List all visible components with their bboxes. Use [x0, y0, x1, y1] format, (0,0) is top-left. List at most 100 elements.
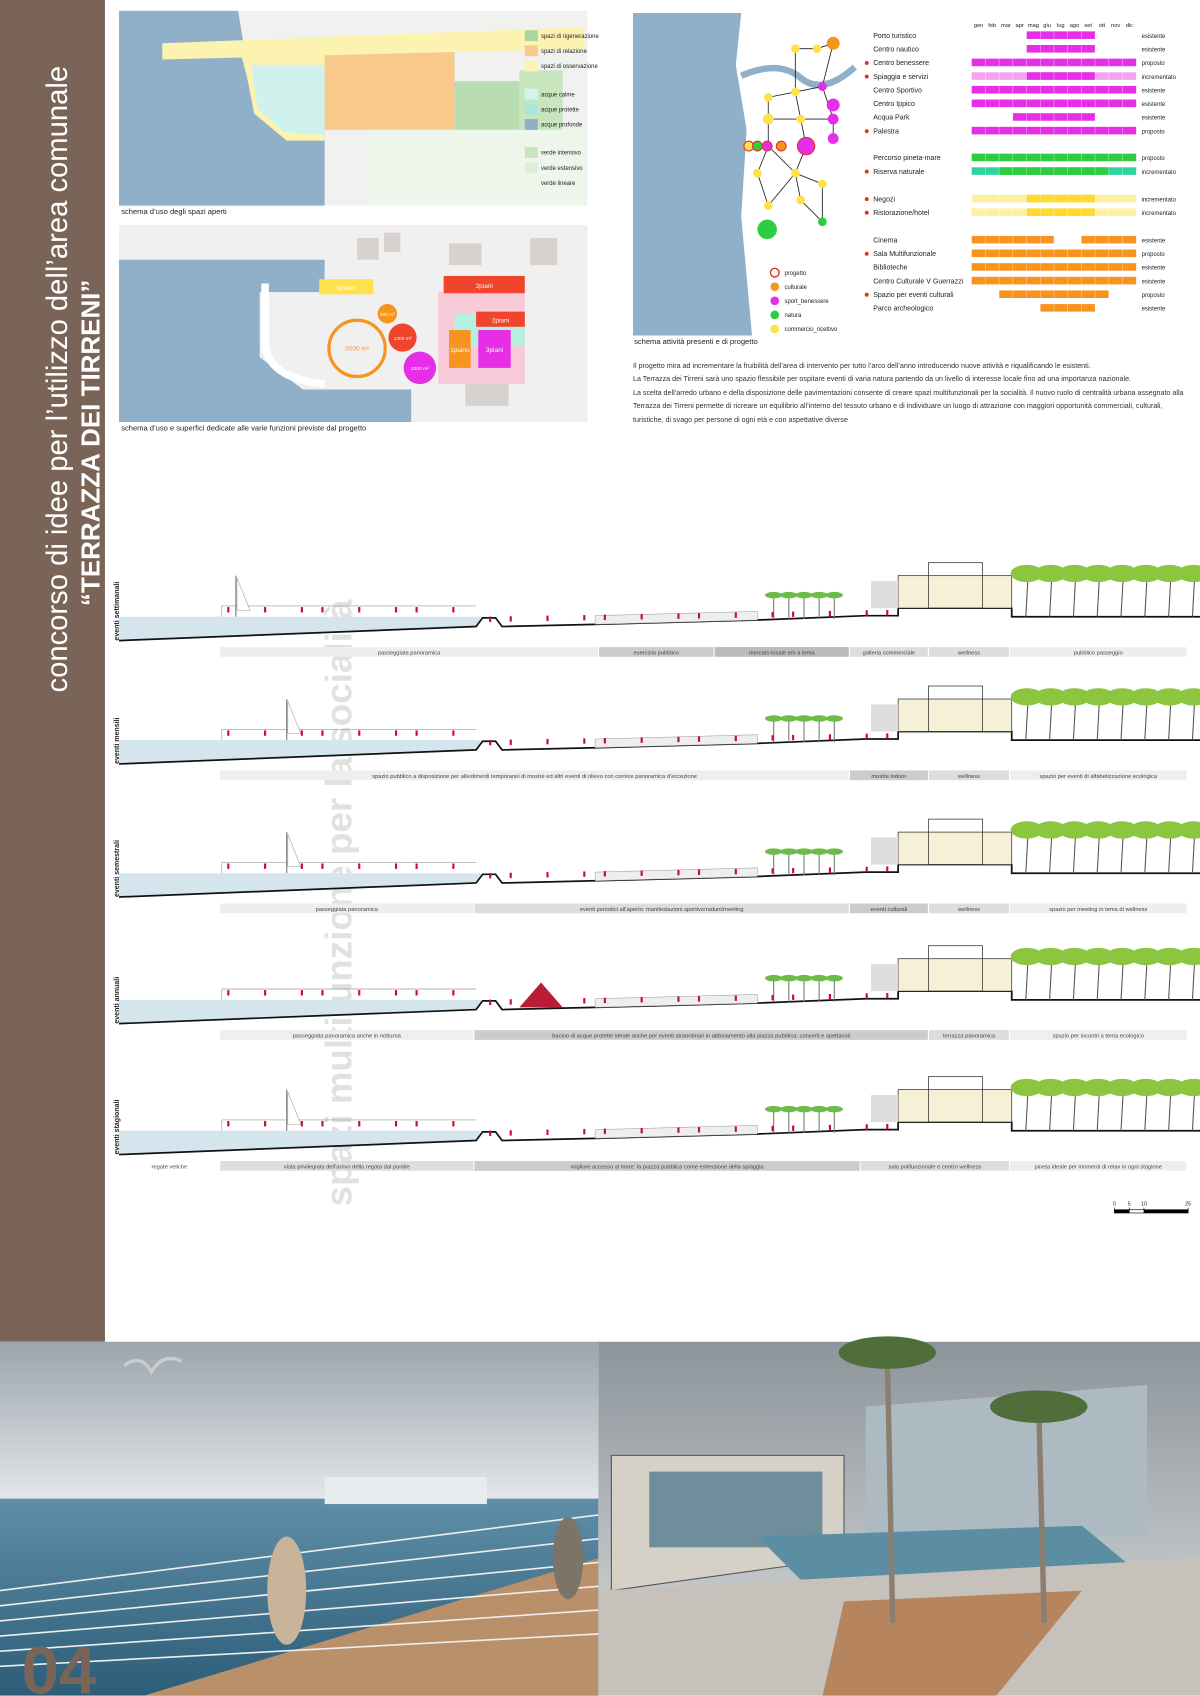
building [871, 1095, 899, 1123]
trunk [1144, 960, 1148, 1000]
palm-crown [990, 1390, 1088, 1423]
activity-name: Biblioteche [873, 265, 907, 272]
building [384, 232, 401, 253]
figure [886, 992, 889, 999]
strip-label: regate veliche [152, 1165, 188, 1171]
trunk [1072, 960, 1077, 1000]
building [449, 243, 482, 266]
activity-status: esistente [1142, 266, 1166, 272]
palm-leaf [795, 1105, 813, 1113]
figure [452, 730, 455, 736]
strip-segment [928, 903, 1010, 914]
canopy [1153, 688, 1186, 706]
function-block [478, 330, 511, 368]
palm-leaf [810, 848, 828, 855]
activity-name: Spiaggia e servizi [873, 74, 928, 81]
node [762, 113, 774, 125]
legend-dot [770, 296, 780, 306]
month-label: lug [1057, 23, 1065, 29]
month-label: giu [1043, 23, 1051, 29]
building [928, 945, 983, 992]
figure [264, 607, 267, 613]
figure [865, 993, 868, 999]
figure [300, 863, 303, 869]
strip-segment [474, 1030, 928, 1040]
person [552, 1517, 584, 1600]
strip-label: passeggiata panoramica [378, 651, 441, 657]
building [871, 837, 899, 865]
legend-swatch [524, 147, 538, 158]
canopy [1129, 564, 1163, 583]
figure [792, 611, 795, 617]
strip-segment [928, 647, 1010, 657]
activity-status: proposto [1142, 156, 1166, 162]
canopy [1034, 947, 1067, 966]
building [928, 818, 983, 865]
trunk [1096, 960, 1100, 1000]
node [790, 87, 800, 97]
trunk [1025, 1091, 1029, 1131]
canopy [1105, 1078, 1139, 1097]
figure [677, 869, 680, 876]
activity-status: esistente [1142, 238, 1166, 244]
palm-crown [838, 1336, 936, 1369]
function-block [449, 330, 471, 368]
figure [227, 607, 230, 613]
figure [227, 990, 230, 996]
figure [300, 990, 303, 996]
node [826, 98, 840, 112]
link [767, 172, 796, 206]
proposal-marker [864, 210, 869, 215]
strip-segment [928, 770, 1010, 781]
relation [324, 43, 455, 130]
proposal-marker [864, 61, 869, 65]
canopy [1153, 821, 1186, 839]
canopy [1010, 821, 1044, 839]
activity-name: Parco archeologico [873, 306, 933, 313]
figure [771, 735, 774, 741]
render-sky [0, 1341, 599, 1505]
function-block [319, 279, 374, 295]
canopy [1010, 1078, 1044, 1097]
caption: schema d’uso degli spazi aperti [121, 207, 227, 216]
sea [119, 616, 482, 641]
canopy [1105, 821, 1139, 839]
function-area [377, 304, 398, 324]
function-area [388, 323, 417, 352]
sea [119, 1130, 482, 1155]
figure [358, 1121, 361, 1127]
building [871, 704, 899, 732]
subtitle: “TERRAZZA DEI TIRRENI” [76, 280, 106, 606]
function-label: 1piano [337, 285, 357, 292]
figure [640, 997, 643, 1003]
strip-label: spazio per meeting in tema di wellness [1049, 907, 1147, 913]
scale-label: 5 [1128, 1201, 1131, 1207]
palm-leaf [810, 591, 828, 599]
function-block [443, 275, 525, 294]
legend-swatch [524, 162, 538, 174]
activity-name: Porto turistico [873, 33, 916, 40]
watermark: spazi multifunzione per la socialità [319, 599, 360, 1207]
canopy [1010, 564, 1044, 583]
trunk [1144, 577, 1148, 617]
figure [321, 607, 324, 613]
scale-label: 25 [1185, 1201, 1191, 1207]
sail [236, 577, 251, 611]
figure [771, 611, 774, 618]
figure [415, 607, 418, 613]
figure [358, 863, 361, 869]
figure [227, 730, 230, 736]
node [827, 133, 839, 144]
figure [509, 872, 512, 879]
activity-status: proposto [1142, 129, 1166, 135]
render-building [324, 1477, 487, 1505]
activity-status: esistente [1142, 116, 1166, 122]
building [897, 575, 1013, 609]
canopy [1153, 564, 1186, 583]
strip-segment [119, 1161, 220, 1171]
building [897, 1089, 1013, 1123]
plaza [594, 611, 758, 625]
trunk [1049, 701, 1053, 741]
figure [509, 616, 512, 622]
figure [886, 1123, 889, 1130]
